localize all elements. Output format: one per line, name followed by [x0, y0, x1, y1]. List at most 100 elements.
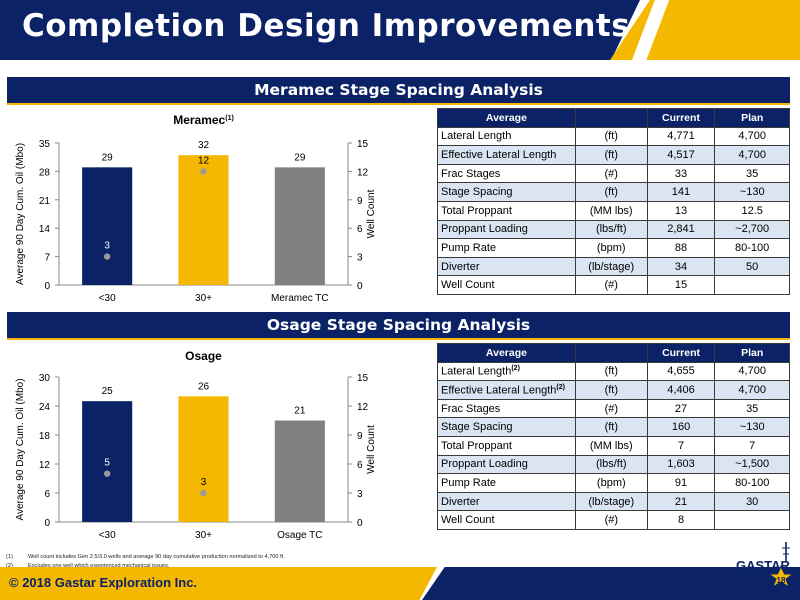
row-current-cell: 4,771 — [646, 126, 716, 147]
row-plan-cell: ~130 — [714, 182, 790, 202]
bar-value-label: 29 — [102, 152, 114, 163]
table-header-cell: Current — [646, 108, 716, 128]
table-row: Well Count (#) 15 — [437, 275, 790, 295]
y2-tick-label: 3 — [357, 253, 363, 264]
y-tick-label: 0 — [44, 518, 50, 529]
row-label-cell: Lateral Length(2) — [437, 361, 576, 382]
row-label: Stage Spacing — [441, 421, 513, 434]
y-tick-label: 24 — [39, 402, 51, 413]
y-tick-label: 12 — [39, 460, 51, 471]
y-tick-label: 0 — [44, 281, 50, 292]
row-current-cell: 33 — [646, 163, 716, 184]
row-unit-cell: (ft) — [574, 417, 648, 437]
row-plan-cell: 35 — [714, 398, 790, 419]
row-unit-cell: (ft) — [574, 126, 648, 147]
row-unit-cell: (#) — [574, 398, 648, 419]
y2-tick-label: 12 — [357, 402, 369, 413]
row-plan-cell: 80-100 — [714, 238, 790, 258]
table-header-cell: Plan — [714, 343, 790, 363]
row-label-cell: Frac Stages — [437, 163, 576, 184]
row-plan-cell: 50 — [714, 256, 790, 277]
y2-tick-label: 9 — [357, 431, 363, 442]
bar — [82, 401, 133, 522]
table-header-cell: Plan — [714, 108, 790, 128]
category-label: 30+ — [195, 293, 212, 304]
row-unit-cell: (bpm) — [574, 473, 648, 493]
row-label: Proppant Loading — [441, 223, 528, 236]
row-unit-cell: (ft) — [574, 145, 648, 165]
y-tick-label: 35 — [39, 139, 51, 150]
meramec-section-title: Meramec Stage Spacing Analysis — [254, 81, 543, 99]
well-count-marker — [200, 168, 207, 175]
row-current-cell: 8 — [646, 510, 716, 530]
row-current-cell: 2,841 — [646, 219, 716, 240]
well-count-marker — [103, 253, 111, 260]
table-row: Pump Rate (bpm) 91 80-100 — [437, 473, 790, 493]
chart-title: Meramec(1) — [173, 113, 234, 127]
y-axis-label: Average 90 Day Cum. Oil (Mbo) — [15, 143, 26, 285]
row-plan-cell: 80-100 — [714, 473, 790, 493]
table-header-row: Average Current Plan — [437, 343, 790, 363]
y2-tick-label: 15 — [357, 373, 369, 384]
row-current-cell: 15 — [646, 275, 716, 295]
y2-axis-label: Well Count — [366, 425, 377, 474]
row-label: Total Proppant — [441, 439, 512, 452]
y2-tick-label: 6 — [357, 460, 363, 471]
page-title: Completion Design Improvements — [22, 8, 631, 44]
row-plan-cell: 35 — [714, 163, 790, 184]
row-label: Pump Rate — [441, 476, 497, 489]
footer-navy-band — [422, 567, 800, 600]
row-plan-cell: 7 — [714, 435, 790, 456]
osage-section-title: Osage Stage Spacing Analysis — [266, 316, 531, 334]
well-count-label: 3 — [104, 241, 110, 252]
well-count-label: 12 — [198, 155, 210, 166]
row-plan-cell: ~2,700 — [714, 219, 790, 240]
bar — [274, 420, 325, 522]
row-label-cell: Pump Rate — [437, 238, 576, 258]
row-current-cell: 13 — [646, 200, 716, 221]
bar-value-label: 21 — [294, 406, 306, 417]
y2-tick-label: 6 — [357, 224, 363, 235]
row-label: Proppant Loading — [441, 458, 528, 471]
table-header-cell — [574, 108, 648, 128]
row-plan-cell: 4,700 — [714, 145, 790, 165]
well-count-label: 5 — [104, 458, 110, 469]
table-row: Proppant Loading (lbs/ft) 2,841 ~2,700 — [437, 219, 790, 240]
row-plan-cell — [714, 275, 790, 295]
row-unit-cell: (#) — [574, 275, 648, 295]
page-number: 18 — [777, 576, 786, 585]
row-unit-cell: (MM lbs) — [574, 435, 648, 456]
row-plan-cell: 4,700 — [714, 361, 790, 382]
table-row: Effective Lateral Length (ft) 4,517 4,700 — [437, 145, 790, 165]
meramec-chart: Meramec(1) 0 7 14 21 28 35 0 3 6 9 12 15 Average 90 D… — [6, 108, 426, 308]
category-label: Osage TC — [277, 530, 322, 541]
bar-chart-svg: Meramec(1) 0 7 14 21 28 35 0 3 6 9 12 15 Average 90 D… — [15, 113, 377, 304]
table-row: Diverter (lb/stage) 21 30 — [437, 491, 790, 512]
y-tick-label: 7 — [44, 253, 50, 264]
row-current-cell: 4,655 — [646, 361, 716, 382]
row-unit-cell: (ft) — [574, 182, 648, 202]
y2-tick-label: 0 — [357, 518, 363, 529]
y2-tick-label: 0 — [357, 281, 363, 292]
row-label-cell: Pump Rate — [437, 473, 576, 493]
bar-value-label: 25 — [102, 386, 114, 397]
bar-chart-svg: Osage 0 6 12 18 24 30 0 3 6 9 12 15 Average 90 Day Cu… — [15, 349, 377, 541]
y-tick-label: 21 — [39, 196, 51, 207]
category-label: 30+ — [195, 530, 212, 541]
footnote-ref: (2) — [511, 365, 520, 373]
table-row: Lateral Length (ft) 4,771 4,700 — [437, 126, 790, 147]
bar-value-label: 26 — [198, 381, 210, 392]
table-header-row: Average Current Plan — [437, 108, 790, 128]
row-current-cell: 21 — [646, 491, 716, 512]
row-unit-cell: (#) — [574, 510, 648, 530]
footnotes: (1) Well count includes Gen 2.5/3.0 wells… — [6, 553, 285, 571]
footer-banner: © 2018 Gastar Exploration Inc. — [0, 567, 800, 600]
row-label: Effective Lateral Length — [441, 384, 557, 397]
chart-title: Osage — [185, 349, 222, 363]
row-plan-cell: 30 — [714, 491, 790, 512]
category-label: Meramec TC — [271, 293, 329, 304]
header-banner: Completion Design Improvements — [0, 0, 800, 60]
row-label-cell: Total Proppant — [437, 200, 576, 221]
row-current-cell: 4,517 — [646, 145, 716, 165]
